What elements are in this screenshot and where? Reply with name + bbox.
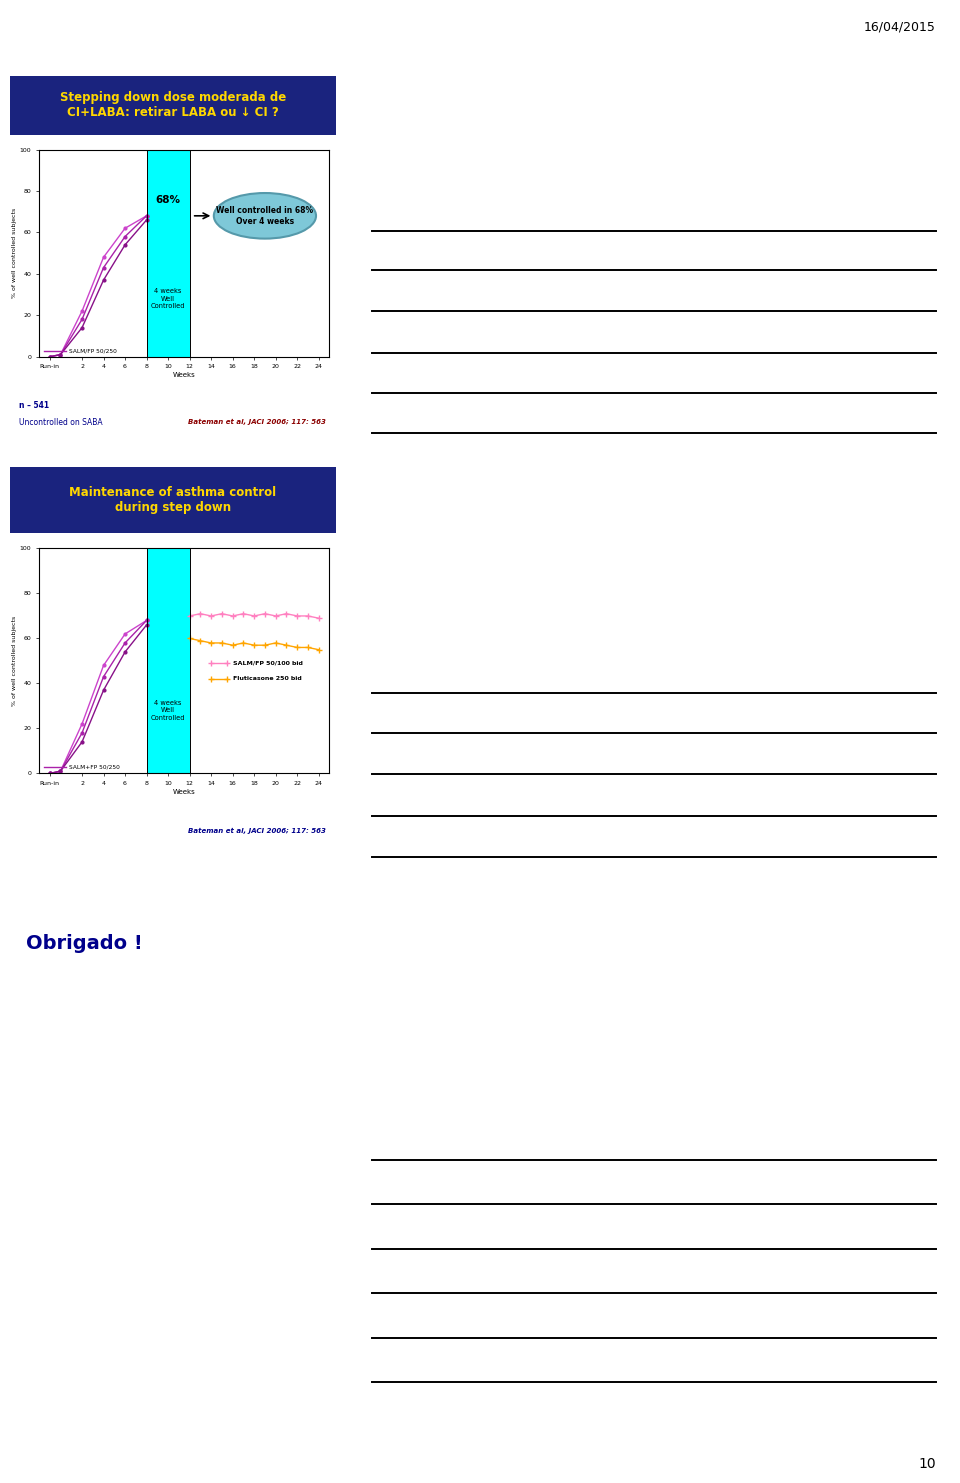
Text: 4 weeks
Well
Controlled: 4 weeks Well Controlled bbox=[151, 288, 185, 308]
Text: 4 weeks
Well
Controlled: 4 weeks Well Controlled bbox=[151, 700, 185, 721]
Text: 68%: 68% bbox=[156, 196, 180, 206]
Text: n – 541: n – 541 bbox=[19, 400, 50, 409]
Text: Fluticasone 250 bid: Fluticasone 250 bid bbox=[232, 676, 301, 682]
Text: SALM/FP 50/250: SALM/FP 50/250 bbox=[69, 349, 117, 353]
Text: Obrigado !: Obrigado ! bbox=[26, 934, 143, 952]
FancyBboxPatch shape bbox=[10, 76, 336, 135]
Text: Bateman et al, JACI 2006; 117: 563: Bateman et al, JACI 2006; 117: 563 bbox=[188, 828, 326, 833]
Bar bbox=[147, 150, 190, 357]
Ellipse shape bbox=[214, 193, 316, 239]
FancyBboxPatch shape bbox=[10, 467, 336, 534]
Bar bbox=[147, 549, 190, 774]
Text: Stepping down dose moderada de
CI+LABA: retirar LABA ou ↓ CI ?: Stepping down dose moderada de CI+LABA: … bbox=[60, 92, 286, 119]
Text: SALM/FP 50/100 bid: SALM/FP 50/100 bid bbox=[232, 661, 302, 666]
Text: Uncontrolled on SABA: Uncontrolled on SABA bbox=[19, 418, 103, 427]
Y-axis label: % of well controlled subjects: % of well controlled subjects bbox=[12, 615, 17, 706]
X-axis label: Weeks: Weeks bbox=[173, 789, 196, 795]
Text: SALM+FP 50/250: SALM+FP 50/250 bbox=[69, 764, 120, 770]
Text: Bateman et al, JACI 2006; 117: 563: Bateman et al, JACI 2006; 117: 563 bbox=[188, 418, 326, 424]
Text: Well controlled in 68%
Over 4 weeks: Well controlled in 68% Over 4 weeks bbox=[216, 206, 314, 225]
X-axis label: Weeks: Weeks bbox=[173, 372, 196, 378]
Y-axis label: % of well controlled subjects: % of well controlled subjects bbox=[12, 208, 17, 298]
Text: 10: 10 bbox=[919, 1458, 936, 1471]
Text: Maintenance of asthma control
during step down: Maintenance of asthma control during ste… bbox=[69, 486, 276, 515]
Text: 16/04/2015: 16/04/2015 bbox=[864, 21, 936, 34]
